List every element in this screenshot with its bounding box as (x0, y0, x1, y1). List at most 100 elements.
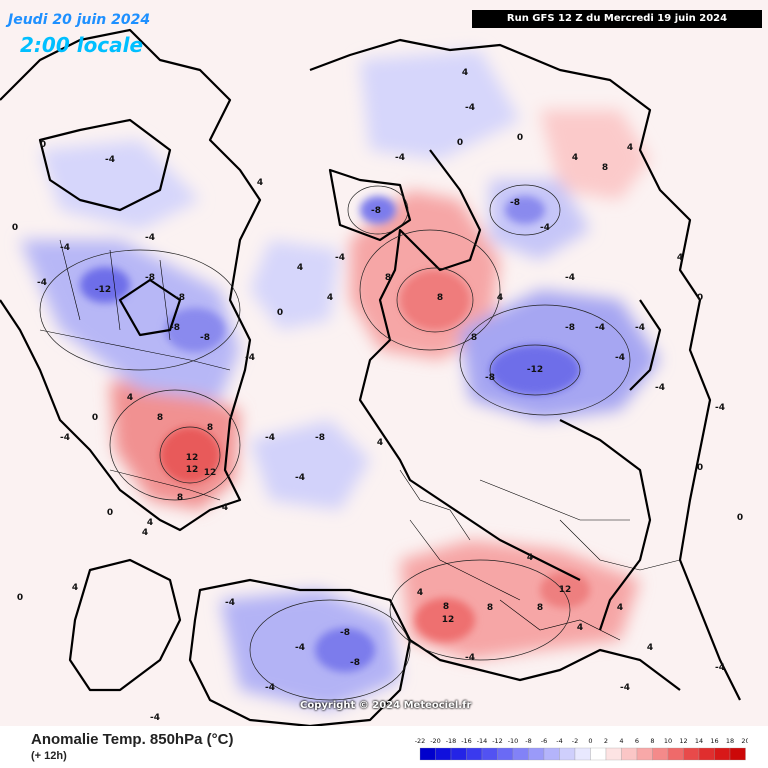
contour-label: 8 (537, 603, 543, 613)
legend-color-swatch (636, 747, 653, 761)
contour-label: 8 (157, 413, 163, 423)
forecast-lead-time: (+ 12h) (31, 750, 67, 762)
contour-label: -4 (565, 273, 575, 283)
coastline-eurasia-north (309, 38, 741, 701)
contour-label: -4 (265, 433, 275, 443)
cold-core-arctic-north (360, 196, 396, 224)
legend-tick-label: -14 (477, 737, 488, 745)
contour-label: 0 (697, 463, 703, 473)
legend-color-swatch (621, 747, 638, 761)
contour-label: -4 (635, 323, 645, 333)
legend-tick-label: 20 (741, 737, 748, 745)
contour-label: -4 (265, 683, 275, 693)
contour-label: 0 (12, 223, 18, 233)
contour-label: 8 (437, 293, 443, 303)
legend-tick-label: 18 (726, 737, 734, 745)
border-us-mexico (109, 469, 221, 501)
contour-label: 12 (559, 585, 572, 595)
legend-color-swatch (466, 747, 483, 761)
contour-label: -4 (540, 223, 550, 233)
contour-labels: 0 -4 -4 -4 0 4 4 0 -4 4 -8 -4 0 -4 4 0 8… (12, 68, 743, 723)
contour-label: 4 (147, 518, 153, 528)
coastline-europe (358, 149, 581, 581)
contour-label: -4 (465, 103, 475, 113)
contour-label: 4 (497, 293, 503, 303)
copyright-text: Copyright © 2024 Meteociel.fr (300, 700, 472, 711)
isoline-east-asia-cold (489, 184, 561, 236)
contour-label: 8 (177, 493, 183, 503)
contour-label: -4 (335, 253, 345, 263)
cold-area-greenland (40, 140, 200, 230)
legend-tick-label: 12 (679, 737, 687, 745)
contour-label: 4 (222, 503, 228, 513)
legend-color-swatch (605, 747, 622, 761)
legend-color-swatch (574, 747, 591, 761)
border-canada-prov (59, 239, 171, 341)
legend-color-swatch (590, 747, 607, 761)
contour-label: 0 (457, 138, 463, 148)
legend-color-swatch (652, 747, 669, 761)
isoline-canada-cold (39, 249, 241, 371)
coastlines (0, 28, 741, 728)
contour-label: 4 (617, 603, 623, 613)
contour-label: -4 (655, 383, 665, 393)
legend-tick-label: 0 (588, 737, 592, 745)
legend-tick-label: 16 (710, 737, 718, 745)
contour-label: 4 (572, 153, 578, 163)
isoline-siberia-cold-inner (489, 344, 581, 396)
contour-label: -8 (371, 206, 381, 216)
cold-core-east-asia (505, 196, 545, 224)
legend-color-swatch (481, 747, 498, 761)
contour-label: -8 (145, 273, 155, 283)
coastline-japan (629, 299, 662, 391)
cold-area-arctic-west (360, 50, 520, 160)
contour-label: -4 (295, 643, 305, 653)
warm-area-east-siberia (540, 110, 650, 200)
contour-label: 8 (487, 603, 493, 613)
contour-label: -4 (37, 278, 47, 288)
legend-tick-label: 2 (604, 737, 608, 745)
contour-label: 4 (142, 528, 148, 538)
contour-label: -8 (200, 333, 210, 343)
contour-label: 0 (697, 293, 703, 303)
isoline-arctic-warm-inner (396, 267, 474, 333)
contour-label: 12 (442, 615, 455, 625)
contour-label: -4 (105, 155, 115, 165)
contour-label: 0 (107, 508, 113, 518)
legend-tick-label: -12 (492, 737, 503, 745)
contour-label: -4 (715, 403, 725, 413)
legend-color-swatch (543, 747, 560, 761)
contour-label: 8 (443, 602, 449, 612)
legend-tick-label: 8 (650, 737, 654, 745)
contour-label: 12 (204, 468, 217, 478)
legend-tick-label: -18 (446, 737, 457, 745)
contour-label: 4 (627, 143, 633, 153)
legend-tick-label: -10 (508, 737, 519, 745)
contour-label: -4 (225, 598, 235, 608)
color-scale-legend: -22 -20 -18 -16 -14 -12 -10 -8 -6 -4 -2 0 2 4 6 8 10 12 14… (415, 737, 748, 761)
cold-area-africa (220, 590, 400, 710)
legend-color-swatch (698, 747, 715, 761)
coastline-arctic-islands (328, 168, 412, 242)
legend-color-swatch (435, 747, 452, 761)
legend-tick-label: -22 (415, 737, 426, 745)
contour-label: -8 (340, 628, 350, 638)
contour-label: 4 (677, 253, 683, 263)
contour-label: -4 (145, 233, 155, 243)
legend-tick-label: -8 (525, 737, 531, 745)
legend-tick-label: 10 (664, 737, 672, 745)
legend-tick-label: -2 (572, 737, 578, 745)
model-run-label: Run GFS 12 Z du Mercredi 19 juin 2024 (472, 10, 762, 28)
country-borders (39, 239, 681, 641)
cold-area-europe-north (250, 420, 370, 510)
isoline-siberia-cold-outer (459, 304, 631, 416)
contour-label: -4 (615, 353, 625, 363)
contour-label: 8 (207, 423, 213, 433)
coastline-greenland (38, 118, 172, 212)
contour-label: 4 (327, 293, 333, 303)
contour-label: 8 (471, 333, 477, 343)
contour-label: -4 (395, 153, 405, 163)
contour-label: -12 (95, 285, 111, 295)
